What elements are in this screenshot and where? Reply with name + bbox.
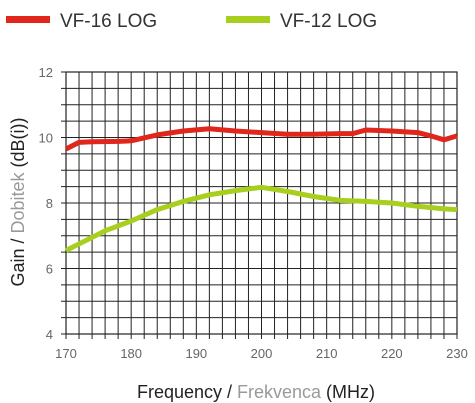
legend-swatch-vf12 xyxy=(226,16,270,23)
y-tick-label: 4 xyxy=(46,327,53,342)
x-tick-label: 200 xyxy=(251,346,273,361)
grid xyxy=(65,71,458,335)
legend-label-vf12: VF-12 LOG xyxy=(280,11,377,32)
series-line-vf-16-log xyxy=(64,126,458,152)
x-axis-title-part-1: Frequency / xyxy=(137,382,237,402)
x-tick-label: 230 xyxy=(446,346,468,361)
legend-swatch-vf16 xyxy=(6,16,50,23)
y-axis-title: Gain / Dobitek (dB(i)) xyxy=(8,117,28,286)
x-axis-title-part-2: Frekvenca xyxy=(237,382,322,402)
y-tick-label: 12 xyxy=(39,65,53,80)
plot-frame xyxy=(61,71,458,339)
x-axis-title-part-3: (MHz) xyxy=(321,382,375,402)
series-layer xyxy=(64,126,458,253)
tick-labels: 170 180 190 200 210 220 230 4 6 8 10 12 xyxy=(39,65,468,361)
y-axis-title-part-3: (dB(i)) xyxy=(8,117,28,172)
x-tick-label: 190 xyxy=(185,346,207,361)
y-axis-title-part-1: Gain / xyxy=(8,234,28,287)
y-tick-label: 8 xyxy=(46,196,53,211)
x-tick-label: 170 xyxy=(55,346,77,361)
x-tick-label: 210 xyxy=(316,346,338,361)
y-tick-label: 6 xyxy=(46,262,53,277)
x-axis-title: Frequency / Frekvenca (MHz) xyxy=(137,382,375,402)
legend: VF-16 LOG VF-12 LOG xyxy=(6,11,377,32)
series-line-vf-12-log xyxy=(64,184,458,253)
legend-label-vf16: VF-16 LOG xyxy=(60,11,157,32)
y-axis-title-part-2: Dobitek xyxy=(8,171,28,233)
y-tick-label: 10 xyxy=(39,131,53,146)
x-tick-label: 180 xyxy=(120,346,142,361)
x-tick-label: 220 xyxy=(381,346,403,361)
